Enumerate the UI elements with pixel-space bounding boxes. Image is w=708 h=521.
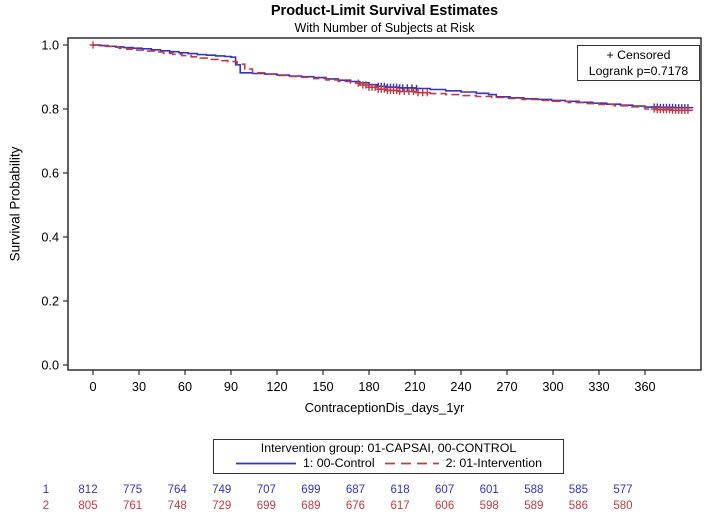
control-survival-curve — [93, 44, 694, 109]
legend-entry-intervention: 2: 01-Intervention — [384, 456, 542, 470]
legend-entry-control: 1: 00-Control — [235, 456, 375, 470]
x-tick-label: 180 — [358, 380, 379, 394]
dashed-line-sample-icon — [384, 462, 439, 464]
x-tick-label: 150 — [312, 380, 333, 394]
x-tick-label: 330 — [588, 380, 609, 394]
chart-subtitle: With Number of Subjects at Risk — [294, 21, 475, 35]
at-risk-value: 689 — [301, 500, 321, 512]
x-tick-label: 60 — [178, 380, 192, 394]
at-risk-value: 812 — [78, 484, 98, 496]
at-risk-value: 764 — [167, 484, 187, 496]
at-risk-value: 617 — [390, 500, 410, 512]
at-risk-value: 598 — [479, 500, 499, 512]
at-risk-value: 699 — [256, 500, 276, 512]
at-risk-value: 761 — [122, 500, 143, 512]
legend-title: Intervention group: 01-CAPSAI, 00-CONTRO… — [260, 441, 517, 455]
y-tick-label: 0.6 — [41, 166, 59, 180]
x-tick-label: 210 — [404, 380, 425, 394]
at-risk-value: 588 — [524, 484, 544, 496]
at-risk-row-label: 1 — [42, 484, 50, 496]
x-tick-label: 270 — [496, 380, 517, 394]
at-risk-value: 748 — [167, 500, 187, 512]
chart-title: Product-Limit Survival Estimates — [270, 3, 499, 19]
at-risk-value: 585 — [568, 484, 588, 496]
y-tick-label: 1.0 — [41, 38, 59, 52]
at-risk-value: 676 — [345, 500, 366, 512]
legend-entry-control-label: 1: 00-Control — [302, 456, 375, 470]
group-legend-box: Intervention group: 01-CAPSAI, 00-CONTRO… — [213, 439, 564, 474]
at-risk-value: 775 — [122, 484, 143, 496]
at-risk-value: 577 — [613, 484, 633, 496]
at-risk-value: 707 — [256, 484, 276, 496]
at-risk-value: 618 — [390, 484, 410, 496]
at-risk-value: 601 — [479, 484, 499, 496]
y-tick-label: 0.0 — [41, 358, 59, 372]
x-axis-title: ContraceptionDis_days_1yr — [304, 400, 465, 415]
at-risk-value: 607 — [435, 484, 455, 496]
solid-line-sample-icon — [235, 462, 296, 464]
logrank-pvalue: Logrank p=0.7178 — [588, 64, 689, 78]
x-tick-label: 360 — [634, 380, 655, 394]
y-tick-label: 0.4 — [41, 230, 59, 244]
at-risk-value: 749 — [212, 484, 232, 496]
censored-logrank-box: + Censored Logrank p=0.7178 — [577, 45, 700, 81]
at-risk-value: 687 — [345, 484, 366, 496]
censored-label: + Censored — [606, 48, 671, 62]
at-risk-value: 580 — [613, 500, 633, 512]
y-tick-label: 0.2 — [41, 294, 59, 308]
intervention-survival-curve — [93, 44, 694, 112]
x-tick-label: 240 — [450, 380, 471, 394]
x-tick-label: 90 — [224, 380, 238, 394]
at-risk-value: 699 — [301, 484, 321, 496]
at-risk-value: 589 — [524, 500, 544, 512]
at-risk-value: 805 — [78, 500, 98, 512]
at-risk-value: 586 — [568, 500, 588, 512]
x-tick-label: 0 — [89, 380, 96, 394]
at-risk-row-label: 2 — [42, 500, 50, 512]
at-risk-value: 729 — [212, 500, 232, 512]
x-tick-label: 120 — [266, 380, 287, 394]
at-risk-value: 606 — [435, 500, 455, 512]
legend-entry-intervention-label: 2: 01-Intervention — [445, 456, 543, 470]
survival-plot: 0 30 60 90 120 150 180 210 240 270 300 330 360 0.0 0.2… — [41, 37, 702, 394]
y-tick-label: 0.8 — [41, 102, 59, 116]
x-tick-label: 300 — [542, 380, 563, 394]
x-tick-label: 30 — [132, 380, 146, 394]
plot-frame — [67, 37, 702, 371]
